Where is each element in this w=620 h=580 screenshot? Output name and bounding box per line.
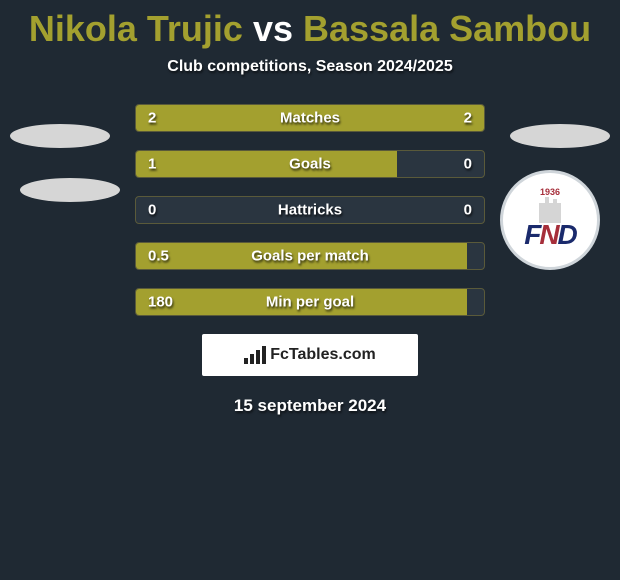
bar-chart-icon [244,346,266,364]
club-logo: 1936 FND [500,170,600,270]
club-letters: FND [524,219,576,251]
player2-avatar-placeholder [510,124,610,148]
player1-avatar-placeholder [10,124,110,148]
vs-label: vs [253,8,293,49]
comparison-title: Nikola Trujic vs Bassala Sambou [0,8,620,50]
stat-value-left: 180 [148,294,173,311]
stat-label: Goals per match [251,248,369,265]
stat-value-right: 0 [464,202,472,219]
bar-fill-left [136,151,397,177]
club-year: 1936 [540,187,560,197]
stat-row: 2 2 Matches [135,104,485,132]
stat-value-right: 2 [464,110,472,127]
stat-value-left: 0 [148,202,156,219]
stat-row: 0 0 Hattricks [135,196,485,224]
stat-value-left: 0.5 [148,248,169,265]
stat-value-left: 1 [148,156,156,173]
stat-label: Min per goal [266,294,354,311]
stat-value-right: 0 [464,156,472,173]
brand-box: FcTables.com [202,334,418,376]
comparison-bars: 2 2 Matches 1 0 Goals 0 0 Hattricks 0.5 Goals per … [135,104,485,316]
player1-avatar-placeholder-2 [20,178,120,202]
date-text: 15 september 2024 [0,396,620,416]
stat-row: 180 Min per goal [135,288,485,316]
stat-row: 1 0 Goals [135,150,485,178]
stat-label: Goals [289,156,331,173]
player2-name: Bassala Sambou [303,8,591,49]
stat-label: Hattricks [278,202,342,219]
subtitle: Club competitions, Season 2024/2025 [0,58,620,76]
stat-row: 0.5 Goals per match [135,242,485,270]
stat-label: Matches [280,110,340,127]
player1-name: Nikola Trujic [29,8,243,49]
brand-text: FcTables.com [270,346,376,364]
stat-value-left: 2 [148,110,156,127]
